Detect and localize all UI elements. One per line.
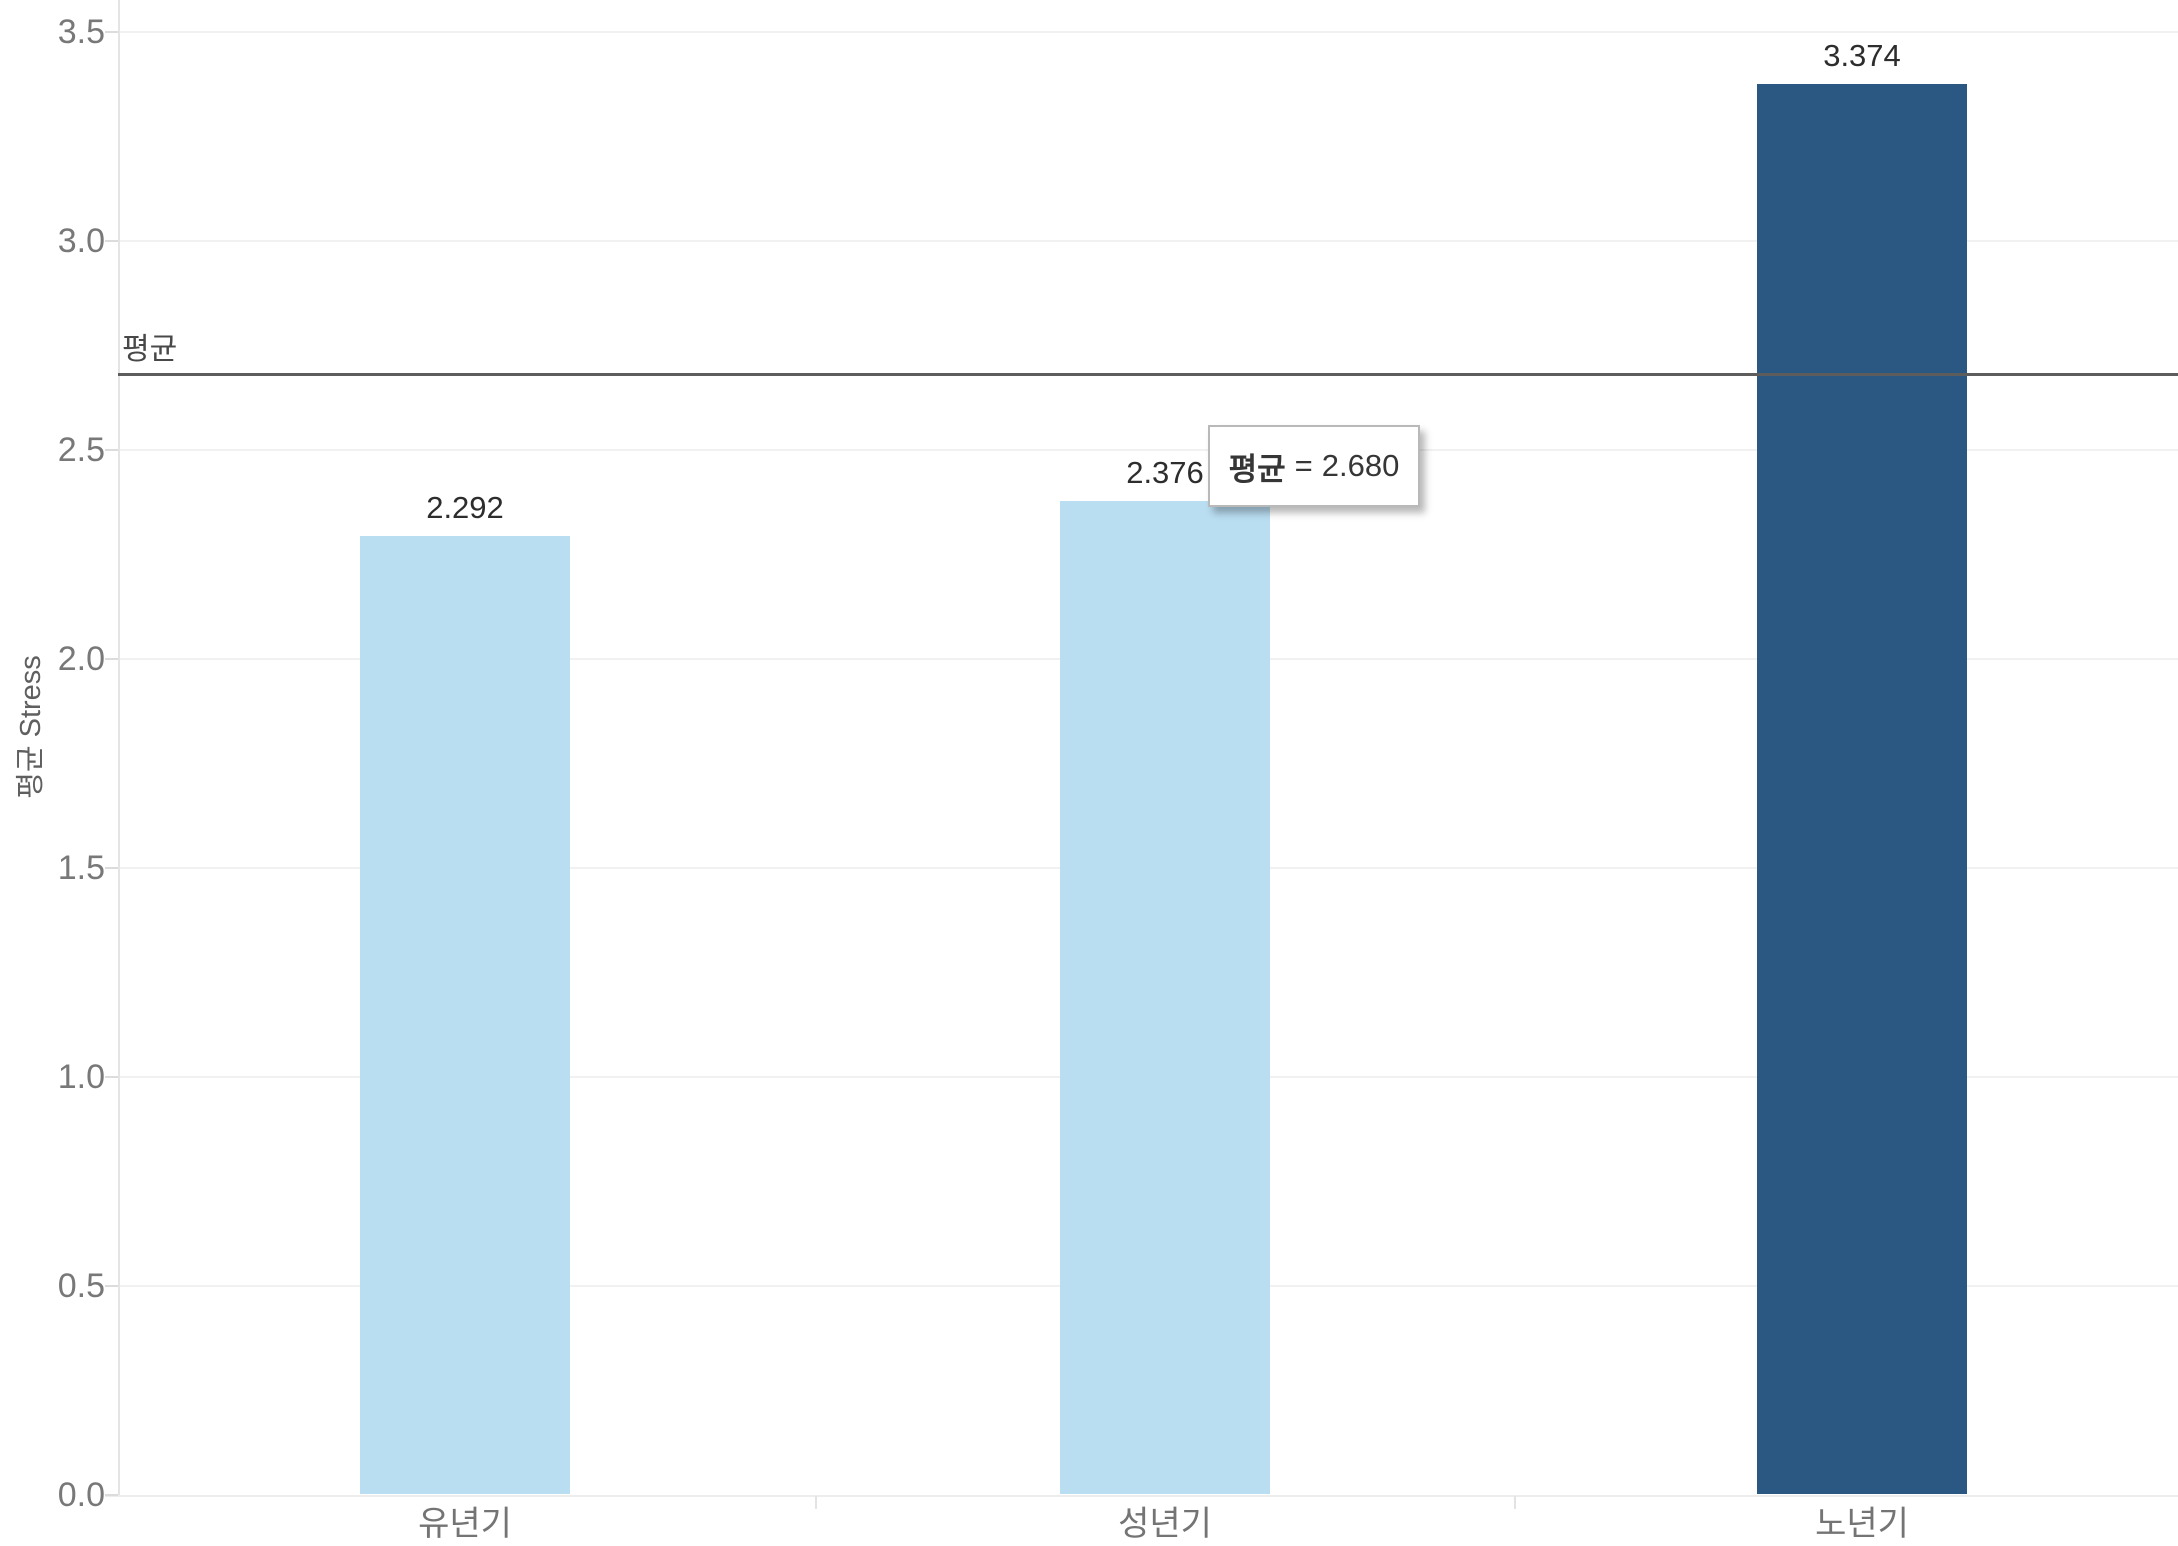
bar-성년기[interactable] (1060, 501, 1270, 1494)
bar-value-label: 2.292 (426, 490, 504, 525)
tooltip-equals-sign: = (1294, 448, 1313, 483)
bar-노년기[interactable] (1757, 84, 1967, 1494)
y-tick-mark (105, 240, 118, 242)
x-axis-category-label: 성년기 (1118, 1505, 1212, 1543)
y-tick-mark (105, 1494, 118, 1496)
y-tick-mark (105, 449, 118, 451)
bar-value-label: 2.376 (1126, 455, 1204, 490)
y-tick-label: 2.5 (57, 431, 105, 469)
y-tick-mark (105, 658, 118, 660)
reference-line-label: 평균 (122, 333, 178, 366)
y-tick-label: 0.5 (57, 1267, 105, 1305)
x-axis-category-label: 유년기 (418, 1505, 512, 1543)
y-tick-label: 3.0 (57, 222, 105, 260)
tooltip-value: 2.680 (1321, 448, 1400, 483)
x-axis-line (105, 1495, 2178, 1497)
y-tick-mark (105, 31, 118, 33)
x-axis-boundary-tick (815, 1496, 817, 1509)
gridline (118, 31, 2178, 33)
tooltip-label: 평균 (1228, 451, 1286, 487)
bar-유년기[interactable] (360, 536, 570, 1494)
y-tick-mark (105, 1076, 118, 1078)
x-axis-category-label: 노년기 (1815, 1505, 1909, 1543)
y-axis-line (118, 0, 120, 1496)
bar-value-label: 3.374 (1823, 38, 1901, 73)
y-tick-label: 0.0 (57, 1476, 105, 1514)
x-axis-boundary-tick (1514, 1496, 1516, 1509)
gridline (118, 240, 2178, 242)
y-tick-mark (105, 1285, 118, 1287)
y-tick-label: 3.5 (57, 13, 105, 51)
y-tick-label: 2.0 (57, 640, 105, 678)
y-tick-label: 1.5 (57, 849, 105, 887)
gridline (118, 449, 2178, 451)
reference-line-tooltip: 평균 = 2.680 (1208, 425, 1420, 507)
y-tick-mark (105, 867, 118, 869)
y-tick-label: 1.0 (57, 1058, 105, 1096)
reference-line[interactable] (118, 373, 2178, 376)
